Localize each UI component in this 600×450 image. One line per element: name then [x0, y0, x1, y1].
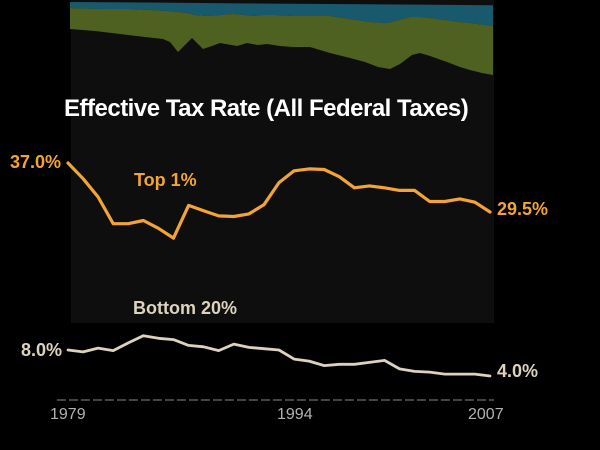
top-area-teal-band	[70, 2, 493, 26]
x-tick-1994: 1994	[277, 406, 313, 423]
bottom20-end-value-label: 4.0%	[497, 361, 539, 381]
x-tick-1979: 1979	[50, 406, 86, 423]
top1-series-label: Top 1%	[134, 170, 197, 190]
chart-title: Effective Tax Rate (All Federal Taxes)	[64, 95, 469, 122]
bottom20-line	[66, 334, 492, 378]
bottom20-start-value-label: 8.0%	[21, 340, 63, 360]
top1-line	[66, 161, 492, 240]
top1-end-value-label: 29.5%	[497, 199, 549, 219]
x-tick-2007: 2007	[468, 406, 504, 423]
top-area-olive-band	[70, 8, 493, 75]
bottom20-series-label: Bottom 20%	[133, 298, 238, 318]
top1-start-value-label: 37.0%	[10, 152, 62, 172]
